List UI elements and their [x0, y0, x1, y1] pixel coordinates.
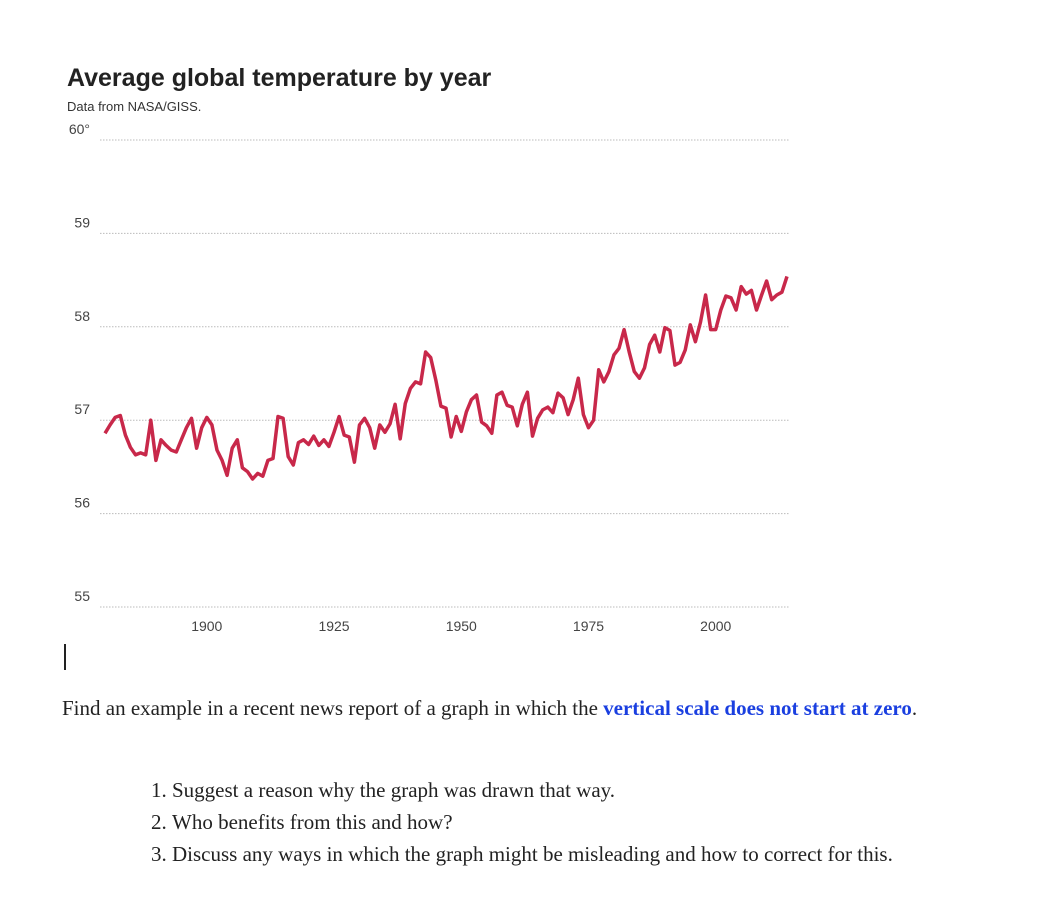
question-paragraph: Find an example in a recent news report …	[62, 692, 1002, 724]
temperature-line	[103, 275, 789, 481]
question-text: Find an example in a recent news report …	[62, 696, 604, 720]
list-item: Suggest a reason why the graph was drawn…	[172, 774, 893, 806]
y-tick-label: 59	[74, 214, 90, 230]
chart-subtitle: Data from NASA/GISS.	[67, 99, 201, 114]
y-tick-label: 56	[74, 495, 90, 511]
y-tick-label: 60°	[69, 121, 90, 137]
x-tick-label: 2000	[700, 618, 731, 634]
x-tick-label: 1975	[573, 618, 604, 634]
y-tick-label: 55	[74, 588, 90, 604]
text-cursor	[64, 644, 66, 670]
list-item: Discuss any ways in which the graph migh…	[172, 838, 893, 870]
chart-title: Average global temperature by year	[67, 64, 492, 92]
list-item: Who benefits from this and how?	[172, 806, 893, 838]
question-highlight: vertical scale does not start at zero	[603, 696, 912, 720]
x-tick-label: 1900	[191, 618, 222, 634]
question-list: Suggest a reason why the graph was drawn…	[132, 774, 893, 870]
temperature-chart: Average global temperature by year Data …	[67, 64, 790, 634]
question-suffix: .	[911, 696, 918, 720]
x-tick-label: 1925	[318, 618, 349, 634]
y-tick-label: 58	[74, 308, 90, 324]
x-tick-label: 1950	[446, 618, 477, 634]
y-tick-label: 57	[74, 401, 90, 417]
